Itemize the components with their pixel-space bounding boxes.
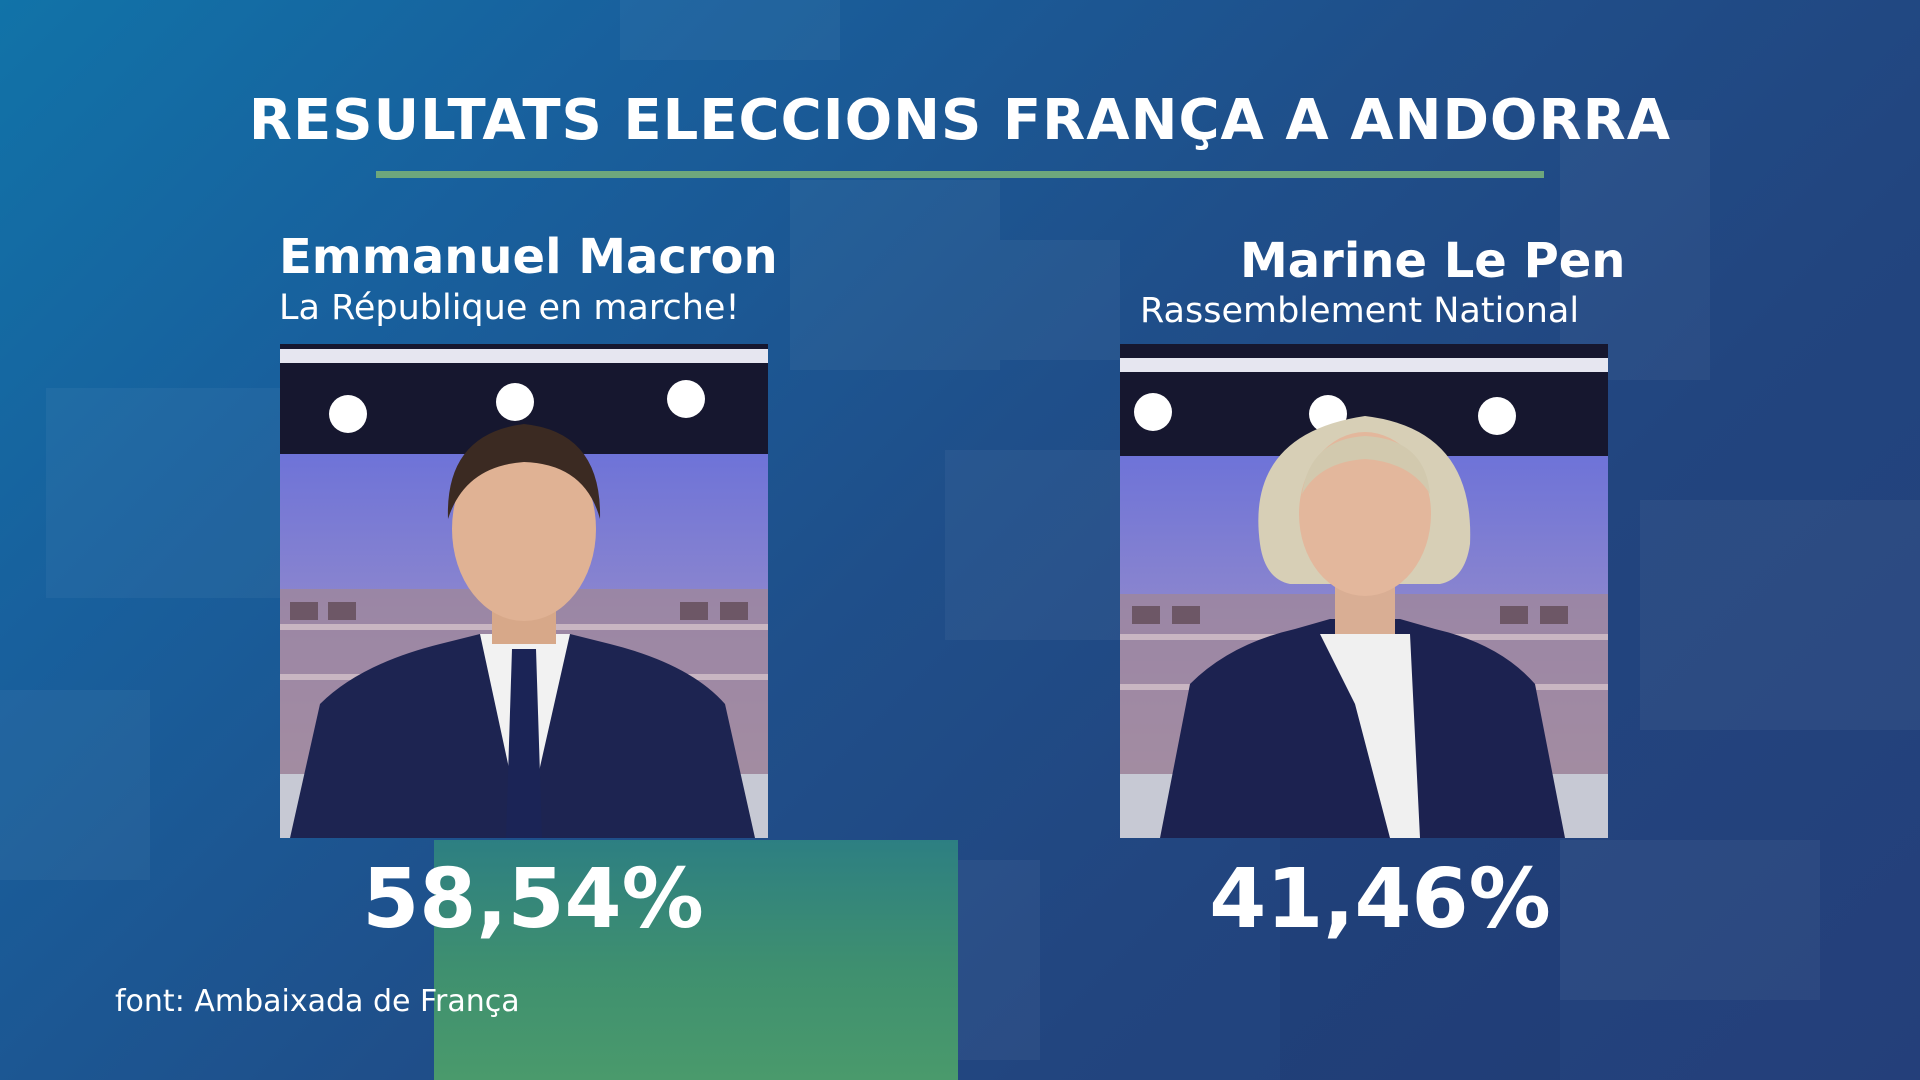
source-credit: font: Ambaixada de França	[115, 984, 520, 1019]
candidate-party-macron: La République en marche!	[279, 288, 740, 328]
background-square	[1000, 240, 1120, 360]
candidate-percent-macron: 58,54%	[362, 852, 704, 947]
green-accent-block	[434, 840, 958, 1080]
candidate-photo-macron	[280, 344, 768, 838]
candidate-name-macron: Emmanuel Macron	[279, 229, 778, 285]
background-square	[0, 690, 150, 880]
candidate-percent-le-pen: 41,46%	[1209, 852, 1551, 947]
candidate-photo-le-pen	[1120, 344, 1608, 838]
background-square	[1560, 840, 1820, 1000]
background-square	[790, 180, 1000, 370]
background-square	[1280, 820, 1560, 1080]
page-title: RESULTATS ELECCIONS FRANÇA A ANDORRA	[248, 88, 1672, 153]
background-square	[620, 0, 840, 60]
background-square	[46, 388, 296, 598]
background-square	[1640, 500, 1920, 730]
candidate-name-le-pen: Marine Le Pen	[1240, 233, 1626, 289]
candidate-party-le-pen: Rassemblement National	[1140, 291, 1580, 331]
background-square	[945, 450, 1125, 640]
background-square	[1560, 120, 1710, 380]
title-underline	[376, 171, 1544, 178]
